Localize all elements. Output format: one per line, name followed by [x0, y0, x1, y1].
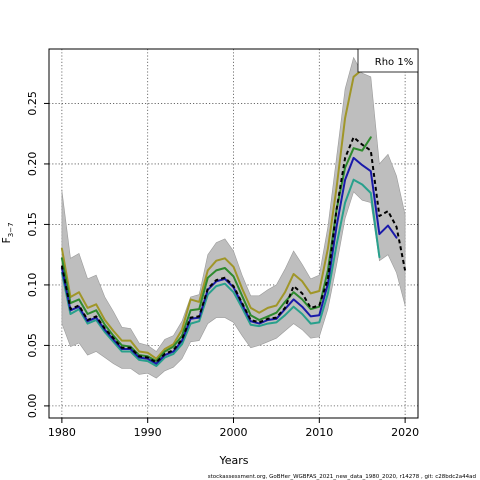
y-axis-title-subscript: 3−7: [7, 222, 15, 237]
y-tick-label: 0.25: [26, 91, 39, 116]
y-tick-label: 0.05: [26, 333, 39, 358]
y-axis: 0.00 0.05 0.10 0.15 0.20 0.25: [26, 91, 49, 418]
x-axis: 1980 1990 2000 2010 2020: [48, 418, 419, 439]
y-tick-label: 0.20: [26, 152, 39, 177]
x-tick-label: 2020: [391, 426, 419, 439]
series-lines: [60, 68, 407, 367]
y-tick-label: 0.15: [26, 212, 39, 237]
x-tick-label: 1980: [48, 426, 76, 439]
y-axis-title: F3−7: [0, 222, 15, 243]
confidence-band-area: [61, 56, 406, 379]
confidence-band: [61, 56, 406, 379]
series-line-peel2: [60, 178, 381, 367]
y-axis-title-main: F: [0, 237, 13, 243]
series-line-base: [60, 136, 407, 364]
y-tick-label: 0.00: [26, 394, 39, 419]
x-tick-label: 2010: [305, 426, 333, 439]
footer-note: stockassessment.org, GoBHer_WGBFAS_2021_…: [208, 474, 476, 480]
legend-box: [357, 48, 419, 73]
x-tick-label: 1990: [134, 426, 162, 439]
legend-label: Rho 1%: [375, 57, 413, 68]
series-line-peel3: [60, 136, 372, 363]
series-line-peel4: [60, 68, 372, 360]
x-axis-title: Years: [218, 454, 248, 467]
y-tick-label: 0.10: [26, 273, 39, 298]
x-tick-label: 2000: [220, 426, 248, 439]
